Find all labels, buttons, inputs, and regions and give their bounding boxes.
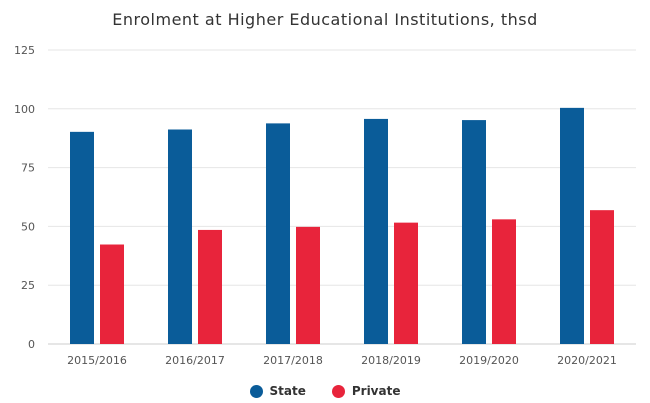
x-tick-label: 2018/2019: [361, 354, 421, 367]
bar-state: [168, 129, 192, 344]
legend-label-private: Private: [351, 384, 401, 398]
chart-title: Enrolment at Higher Educational Institut…: [112, 10, 538, 29]
y-tick-label: 50: [21, 220, 35, 233]
bar-private: [492, 219, 516, 344]
legend-item-private[interactable]: Private: [331, 384, 401, 398]
bar-private: [296, 226, 320, 344]
legend-marker-private: [331, 384, 345, 398]
y-tick-label: 25: [21, 279, 35, 292]
legend-label-state: State: [269, 384, 306, 398]
x-tick-label: 2017/2018: [263, 354, 323, 367]
bar-private: [394, 222, 418, 344]
y-tick-label: 125: [14, 44, 35, 57]
y-tick-label: 100: [14, 103, 35, 116]
legend-item-state[interactable]: State: [249, 384, 306, 398]
x-tick-label: 2020/2021: [557, 354, 617, 367]
x-tick-label: 2016/2017: [165, 354, 225, 367]
x-tick-label: 2019/2020: [459, 354, 519, 367]
bar-private: [590, 210, 614, 344]
y-tick-label: 75: [21, 162, 35, 175]
bar-state: [560, 107, 584, 345]
bar-private: [198, 229, 222, 344]
bar-state: [70, 131, 94, 344]
bar-private: [100, 244, 124, 344]
bar-state: [462, 120, 486, 344]
x-tick-label: 2015/2016: [67, 354, 127, 367]
bar-state: [364, 118, 388, 344]
legend: State Private: [0, 384, 650, 398]
y-tick-label: 0: [28, 338, 35, 351]
bar-state: [266, 123, 290, 344]
legend-marker-state: [249, 384, 263, 398]
